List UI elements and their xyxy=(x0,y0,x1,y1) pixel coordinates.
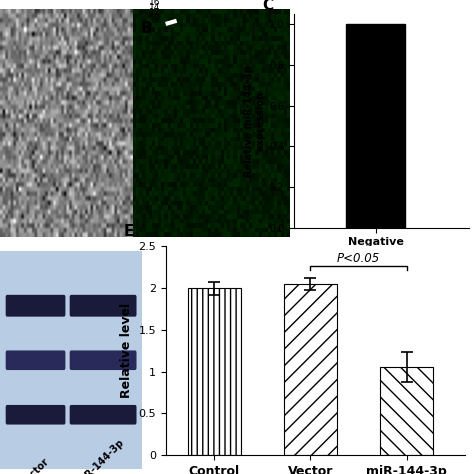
FancyBboxPatch shape xyxy=(70,350,137,370)
Text: E: E xyxy=(124,224,135,239)
Bar xyxy=(380,367,433,455)
Y-axis label: Relative miR-144-3p
expression: Relative miR-144-3p expression xyxy=(245,65,266,177)
Text: 16: 16 xyxy=(149,0,161,7)
Text: 12: 12 xyxy=(149,8,161,17)
FancyBboxPatch shape xyxy=(6,405,65,425)
FancyBboxPatch shape xyxy=(6,295,65,317)
Text: Vector: Vector xyxy=(19,456,52,474)
Bar xyxy=(346,24,405,228)
Text: B: B xyxy=(140,21,152,36)
Text: 18: 18 xyxy=(149,0,161,2)
Text: miR-144-3p: miR-144-3p xyxy=(73,437,126,474)
FancyBboxPatch shape xyxy=(70,295,137,317)
Text: P<0.05: P<0.05 xyxy=(337,252,380,265)
Text: 10: 10 xyxy=(149,13,161,22)
Text: C: C xyxy=(262,0,273,13)
Text: 14: 14 xyxy=(149,3,161,12)
FancyBboxPatch shape xyxy=(6,350,65,370)
FancyBboxPatch shape xyxy=(70,405,137,425)
Bar xyxy=(284,284,337,455)
Y-axis label: Relative level: Relative level xyxy=(120,303,133,398)
Bar xyxy=(188,288,240,455)
